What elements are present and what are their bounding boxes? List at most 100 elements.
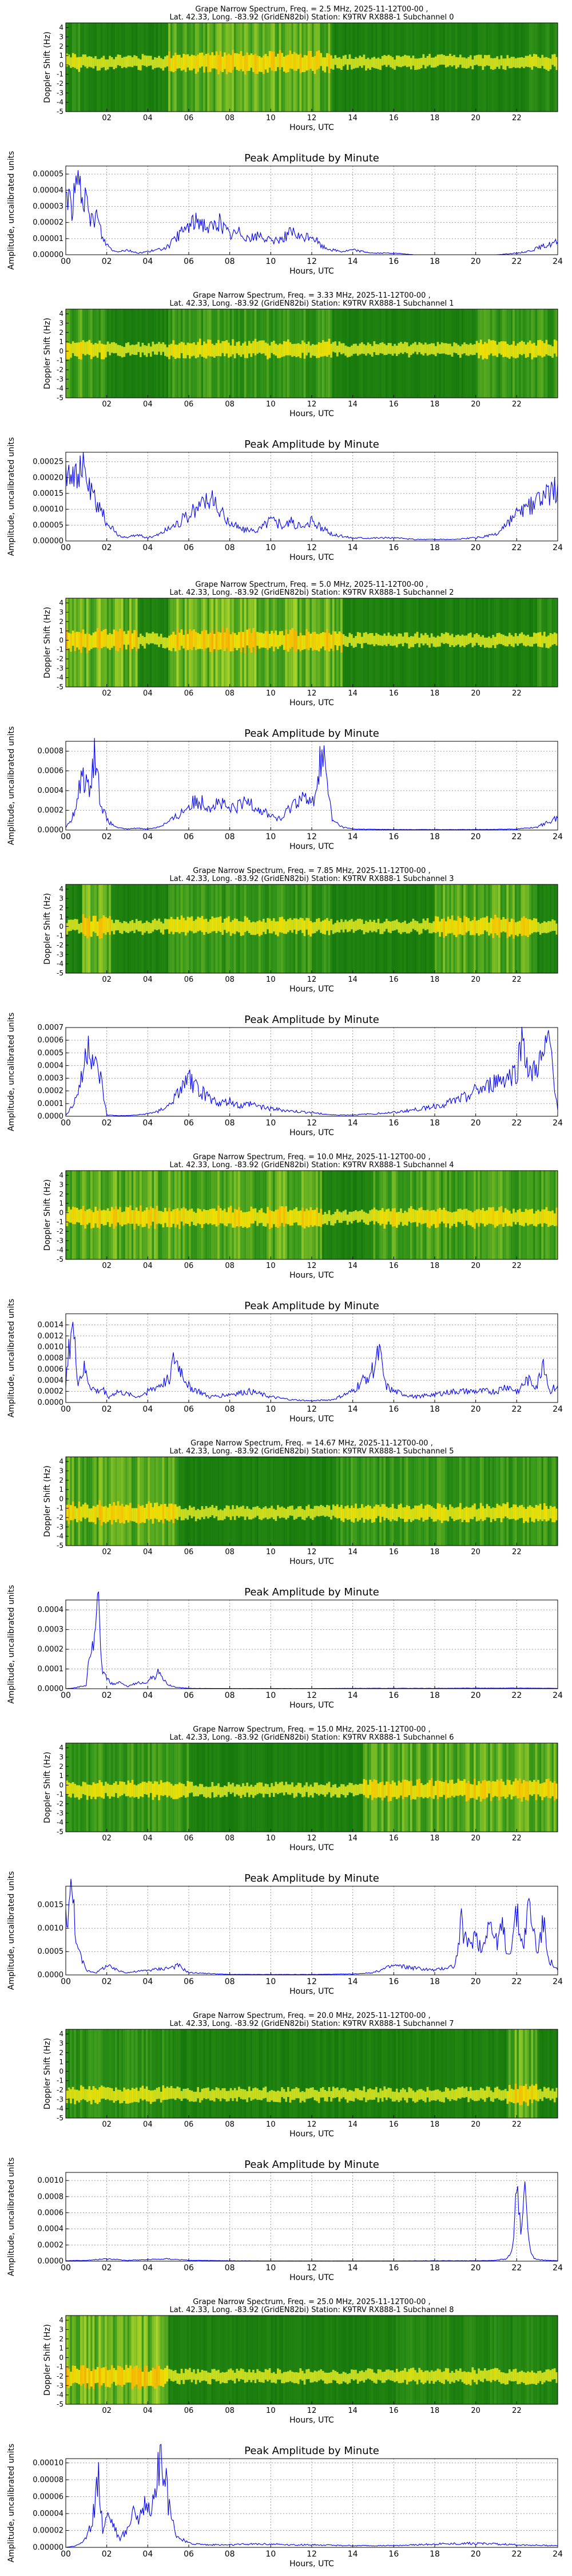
doppler-trace [170,2085,173,2099]
heatmap-column [203,2316,206,2404]
doppler-trace [223,341,227,357]
doppler-trace [535,1504,538,1519]
doppler-trace [523,1507,526,1523]
doppler-trace [361,637,364,649]
doppler-trace [334,1506,337,1518]
doppler-trace [447,1211,450,1224]
doppler-trace [279,631,281,646]
doppler-trace [67,633,70,649]
x-tick-label: 12 [307,1262,317,1270]
y-tick-label: 1 [59,1772,63,1780]
doppler-trace [428,343,431,355]
doppler-trace [406,632,409,644]
x-tick-label: 10 [265,832,276,841]
doppler-trace [176,916,179,933]
doppler-trace [223,632,227,651]
doppler-trace [106,1783,109,1796]
doppler-trace [418,1779,421,1797]
doppler-trace [324,1507,327,1517]
doppler-trace [414,58,417,70]
doppler-trace [244,1212,247,1227]
heatmap-column [326,23,329,112]
heatmap-column [90,2029,93,2118]
y-tick-label: 0.0004 [38,2225,64,2234]
doppler-trace [371,1781,374,1800]
y-tick-label: -3 [57,375,63,383]
doppler-trace [213,2090,216,2102]
doppler-trace [76,1508,79,1523]
doppler-trace [229,345,232,357]
doppler-trace [500,1206,503,1224]
doppler-trace [359,1211,362,1222]
y-tick-label: 3 [59,894,63,902]
doppler-trace [281,1206,284,1223]
heatmap-column [264,1457,267,1546]
doppler-trace [272,918,276,932]
heatmap-column [471,2029,474,2118]
y-tick-label: 0 [59,636,63,644]
doppler-trace [205,630,208,649]
doppler-trace [533,1508,536,1523]
x-tick-label: 10 [265,1691,276,1700]
doppler-trace [500,1506,503,1523]
heatmap-column [412,1457,415,1546]
heatmap-column [361,1457,364,1546]
doppler-trace [178,1782,181,1798]
doppler-trace [184,1508,188,1519]
doppler-trace [387,1208,390,1222]
doppler-trace [359,56,362,66]
doppler-trace [291,628,294,647]
doppler-trace [176,2086,179,2099]
doppler-trace [447,1783,450,1798]
heatmap-column [258,2029,261,2118]
doppler-trace [517,1210,519,1222]
doppler-trace [426,1504,429,1520]
spectrogram-subtitle: Lat. 42.33, Long. -83.92 (GridEN82bi) St… [170,1733,454,1742]
doppler-trace [203,341,206,358]
doppler-trace [395,636,399,647]
y-axis-label: Doppler Shift (Hz) [43,2038,52,2109]
heatmap-column [410,2029,413,2118]
heatmap-column [334,1457,337,1546]
doppler-trace [424,342,427,353]
doppler-trace [164,1782,167,1795]
doppler-trace [172,1785,175,1800]
heatmap-column [496,1457,499,1546]
doppler-trace [149,56,153,66]
heatmap-column [486,23,488,112]
spectrogram-panel: Grape Narrow Spectrum, Freq. = 15.0 MHz,… [43,1725,558,1852]
doppler-trace [504,58,507,70]
doppler-trace [367,634,370,645]
doppler-trace [479,54,483,66]
heatmap-column [84,2316,87,2404]
y-axis-label: Amplitude, uncalibrated units [7,2158,16,2277]
heatmap-column [518,2029,522,2118]
heatmap-column [72,2029,74,2118]
doppler-trace [432,57,435,68]
doppler-trace [430,923,434,934]
doppler-trace [391,1208,394,1227]
doppler-trace [240,1506,243,1516]
doppler-trace [78,2370,81,2385]
doppler-trace [435,2089,438,2101]
doppler-trace [459,1780,462,1795]
doppler-trace [492,340,495,356]
heatmap-column [553,1457,557,1546]
x-tick-label: 02 [102,1834,112,1843]
doppler-trace [140,346,142,357]
doppler-trace [490,58,492,69]
doppler-trace [96,1783,99,1797]
spectrogram-title: Grape Narrow Spectrum, Freq. = 20.0 MHz,… [193,2012,430,2020]
doppler-trace [479,1210,483,1223]
x-tick-label: 06 [184,543,194,552]
heatmap-column [291,2316,294,2404]
x-tick-label: 04 [142,1119,153,1128]
doppler-trace [525,1208,527,1223]
doppler-trace [356,2088,360,2100]
doppler-trace [386,1781,388,1796]
x-tick-label: 12 [307,1119,317,1128]
doppler-trace [211,343,214,357]
heatmap-column [189,2029,192,2118]
y-tick-label: -4 [57,98,63,106]
